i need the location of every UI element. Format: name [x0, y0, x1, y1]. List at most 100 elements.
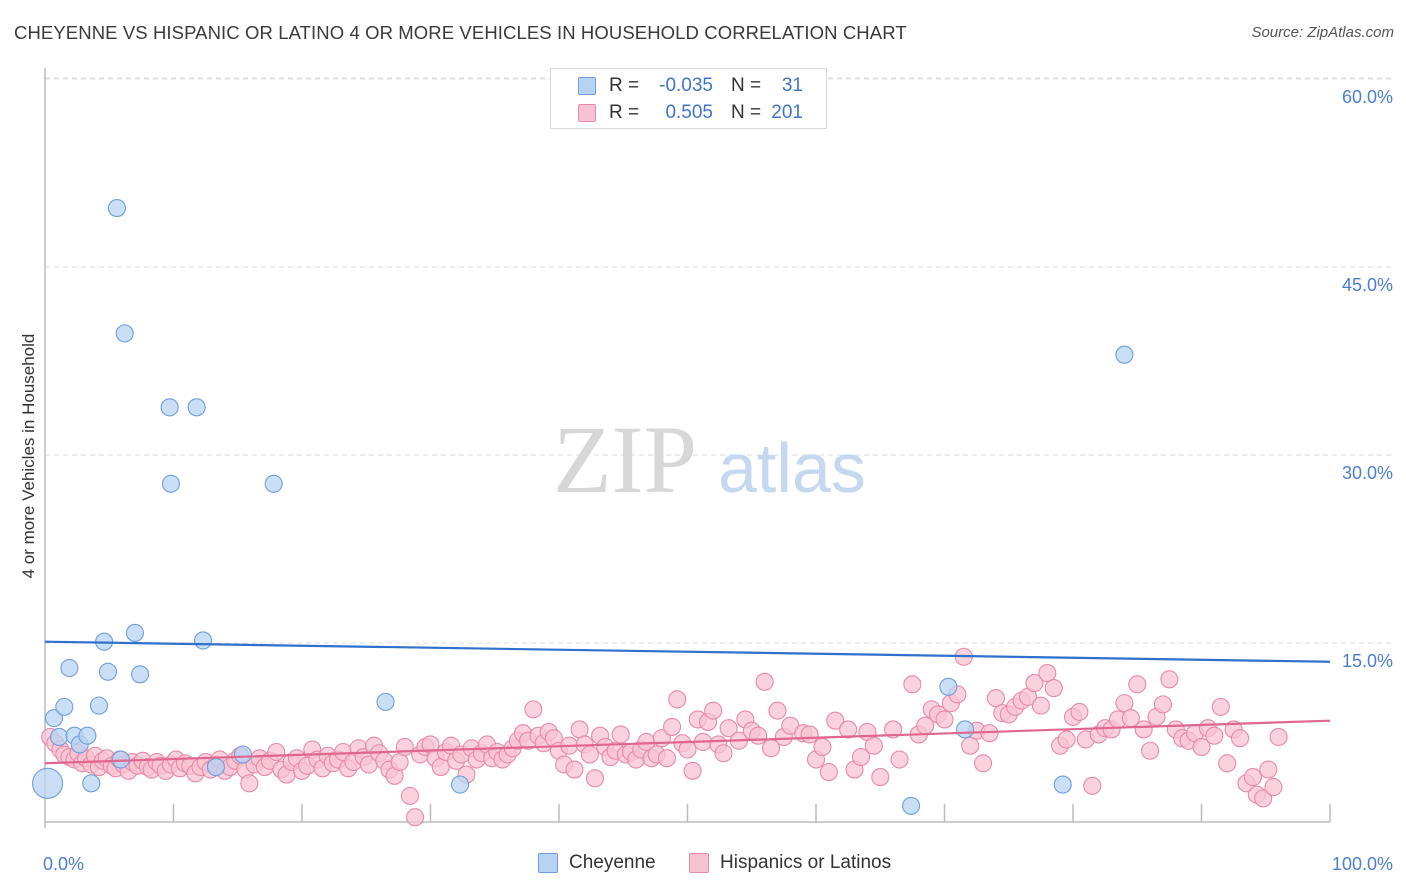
cheyenne-point — [82, 774, 101, 793]
hispanics-point — [1083, 776, 1102, 795]
hispanics-point — [1134, 720, 1153, 739]
cheyenne-point — [60, 658, 79, 678]
hispanics-point — [1264, 778, 1283, 797]
cheyenne-point — [206, 757, 225, 777]
stats-n-value: 201 — [771, 102, 803, 123]
legend-label-hispanics: Hispanics or Latinos — [720, 852, 892, 873]
stats-swatch-hispanics — [578, 104, 596, 122]
cheyenne-point — [78, 726, 97, 745]
hispanics-point — [800, 725, 819, 744]
hispanics-point — [903, 675, 922, 694]
hispanics-point — [267, 742, 286, 762]
hispanics-point — [1192, 737, 1211, 757]
hispanics-point — [1243, 768, 1262, 787]
stats-r-label: R = — [609, 102, 640, 123]
hispanics-point — [1254, 789, 1273, 808]
hispanics-point — [585, 769, 605, 788]
cheyenne-point — [55, 697, 74, 716]
source-label: Source: ZipAtlas.com — [1251, 24, 1394, 41]
hispanics-point — [1141, 741, 1160, 760]
chart-title: CHEYENNE VS HISPANIC OR LATINO 4 OR MORE… — [14, 22, 907, 43]
hispanics-point — [668, 690, 687, 709]
hispanics-point — [973, 754, 993, 773]
cheyenne-point — [161, 474, 180, 493]
cheyenne-point — [89, 696, 109, 715]
hispanics-point — [871, 768, 890, 787]
hispanics-point — [390, 752, 409, 772]
hispanics-point — [1128, 675, 1147, 694]
cheyenne-point — [233, 745, 252, 764]
y-tick-label: 45.0% — [1342, 275, 1393, 295]
hispanics-point — [570, 720, 589, 739]
hispanics-point — [580, 745, 599, 764]
hispanics-point — [813, 737, 832, 757]
hispanics-point — [749, 726, 768, 745]
cheyenne-point — [902, 796, 921, 815]
hispanics-point — [819, 763, 838, 782]
cheyenne-point — [32, 767, 64, 799]
stats-n-value: 31 — [781, 75, 803, 96]
hispanics-point — [431, 757, 450, 777]
y-tick-label: 15.0% — [1342, 651, 1393, 671]
hispanics-point — [678, 740, 697, 759]
hispanics-point — [524, 700, 543, 719]
hispanics-point — [864, 736, 883, 755]
hispanics-point — [683, 761, 702, 780]
hispanics-point — [1259, 760, 1278, 779]
watermark-atlas: atlas — [718, 429, 866, 507]
cheyenne-point — [264, 474, 283, 493]
stats-r-value: -0.035 — [659, 75, 713, 96]
hispanics-point — [1160, 670, 1179, 689]
hispanics-point — [1044, 679, 1063, 698]
cheyenne-point — [115, 324, 134, 343]
cheyenne-point — [50, 727, 69, 747]
hispanics-point — [663, 717, 682, 736]
series-cheyenne-points — [32, 199, 1134, 815]
cheyenne-point — [107, 199, 127, 218]
hispanics-point — [240, 774, 259, 793]
cheyenne-trend-line — [44, 640, 1331, 663]
y-tick-label: 60.0% — [1342, 87, 1393, 107]
hispanics-point — [1231, 729, 1250, 748]
hispanics-point — [719, 719, 738, 738]
hispanics-point — [1070, 702, 1089, 721]
y-tick-label: 30.0% — [1342, 463, 1393, 483]
cheyenne-point — [1115, 345, 1134, 364]
hispanics-point — [406, 808, 425, 827]
hispanics-point — [1031, 696, 1050, 715]
cheyenne-point — [125, 623, 144, 642]
hispanics-point — [884, 720, 903, 739]
hispanics-point — [851, 747, 871, 767]
legend-swatch-hispanics — [689, 853, 709, 873]
hispanics-point — [755, 672, 774, 691]
hispanics-point — [395, 737, 414, 757]
cheyenne-point — [194, 631, 213, 650]
x-tick-label: 0.0% — [43, 854, 84, 874]
watermark: ZIP atlas — [553, 406, 866, 513]
stats-swatch-cheyenne — [578, 77, 596, 95]
hispanics-point — [986, 689, 1005, 708]
y-tick-labels: 15.0% 30.0% 45.0% 60.0% — [1342, 87, 1393, 671]
x-tick-labels: 0.0% 100.0% — [43, 854, 1393, 874]
hispanics-point — [611, 725, 630, 744]
cheyenne-point — [1053, 775, 1072, 794]
trend-lines — [44, 640, 1331, 765]
watermark-zip: ZIP — [553, 406, 697, 513]
cheyenne-point — [131, 665, 150, 684]
hispanics-point — [768, 701, 787, 720]
hispanics-point — [935, 710, 954, 729]
hispanics-point — [890, 750, 909, 769]
x-tick-label: 100.0% — [1332, 854, 1393, 874]
hispanics-point — [1211, 697, 1230, 716]
hispanics-point — [1269, 727, 1288, 747]
cheyenne-point — [98, 662, 118, 681]
cheyenne-point — [451, 775, 470, 794]
stats-n-label: N = — [731, 75, 762, 96]
stats-n-label: N = — [731, 102, 762, 123]
y-axis-label: 4 or more Vehicles in Household — [19, 334, 38, 579]
hispanics-point — [1038, 663, 1057, 683]
legend-swatch-cheyenne — [538, 853, 558, 873]
hispanics-point — [1057, 730, 1076, 749]
cheyenne-point — [376, 692, 395, 711]
